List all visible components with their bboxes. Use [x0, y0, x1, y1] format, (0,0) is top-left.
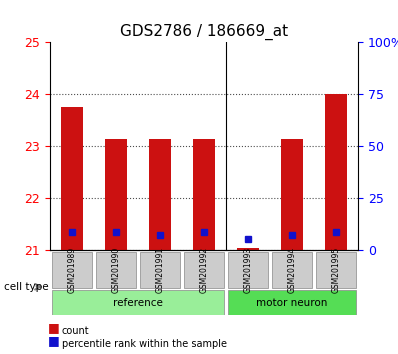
Text: GSM201995: GSM201995 — [332, 247, 341, 293]
Text: percentile rank within the sample: percentile rank within the sample — [62, 339, 227, 349]
FancyBboxPatch shape — [96, 252, 136, 288]
Bar — [149, 138, 171, 250]
Text: GSM201994: GSM201994 — [288, 247, 297, 293]
FancyBboxPatch shape — [272, 252, 312, 288]
Text: GSM201991: GSM201991 — [155, 247, 164, 293]
Text: ■: ■ — [48, 334, 60, 347]
Text: motor neuron: motor neuron — [256, 298, 328, 308]
Text: ■: ■ — [48, 321, 60, 334]
Text: GSM201993: GSM201993 — [244, 247, 253, 293]
Text: GSM201992: GSM201992 — [199, 247, 209, 293]
FancyBboxPatch shape — [316, 252, 356, 288]
Bar — [193, 138, 215, 250]
FancyBboxPatch shape — [52, 252, 92, 288]
Title: GDS2786 / 186669_at: GDS2786 / 186669_at — [120, 23, 288, 40]
FancyBboxPatch shape — [52, 290, 224, 315]
FancyBboxPatch shape — [140, 252, 180, 288]
Bar — [281, 138, 303, 250]
Bar — [61, 107, 83, 250]
FancyBboxPatch shape — [184, 252, 224, 288]
FancyBboxPatch shape — [228, 290, 356, 315]
Text: GSM201989: GSM201989 — [67, 247, 76, 293]
Bar — [325, 95, 347, 250]
Text: GSM201990: GSM201990 — [111, 247, 120, 293]
Text: cell type: cell type — [4, 282, 49, 292]
Bar — [105, 138, 127, 250]
Bar — [237, 247, 259, 250]
Text: reference: reference — [113, 298, 163, 308]
FancyBboxPatch shape — [228, 252, 268, 288]
Text: count: count — [62, 326, 89, 336]
